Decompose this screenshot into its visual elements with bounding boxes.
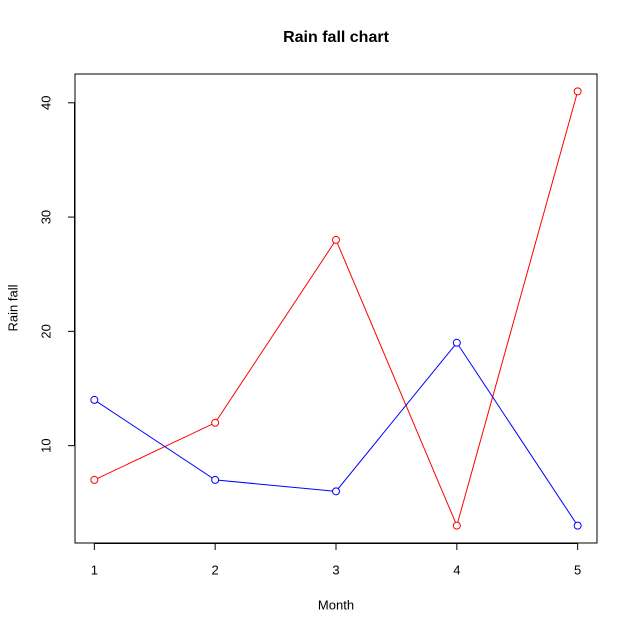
y-tick-label: 20 [38, 324, 53, 338]
series-line [94, 91, 579, 528]
y-axis-label: Rain fall [5, 284, 20, 331]
x-tick-label: 1 [91, 562, 98, 577]
point [90, 395, 99, 404]
point [332, 235, 340, 244]
x-tick-label: 3 [332, 562, 339, 577]
point [452, 521, 461, 530]
point [332, 487, 340, 496]
y-tick-label: 10 [38, 438, 53, 452]
x-tick-label: 5 [574, 562, 581, 577]
chart-title: Rain fall chart [283, 29, 389, 46]
point [452, 338, 461, 347]
point [573, 521, 582, 530]
x-tick-label: 4 [453, 562, 460, 577]
point [573, 87, 582, 96]
x-tick-label: 2 [212, 562, 219, 577]
point [211, 475, 220, 484]
y-tick-label: 30 [38, 210, 53, 224]
plot-frame [74, 73, 598, 544]
series-line [94, 341, 579, 526]
point [90, 475, 99, 484]
x-axis-label: Month [318, 597, 354, 612]
y-tick-label: 40 [38, 96, 53, 110]
point [211, 418, 220, 427]
